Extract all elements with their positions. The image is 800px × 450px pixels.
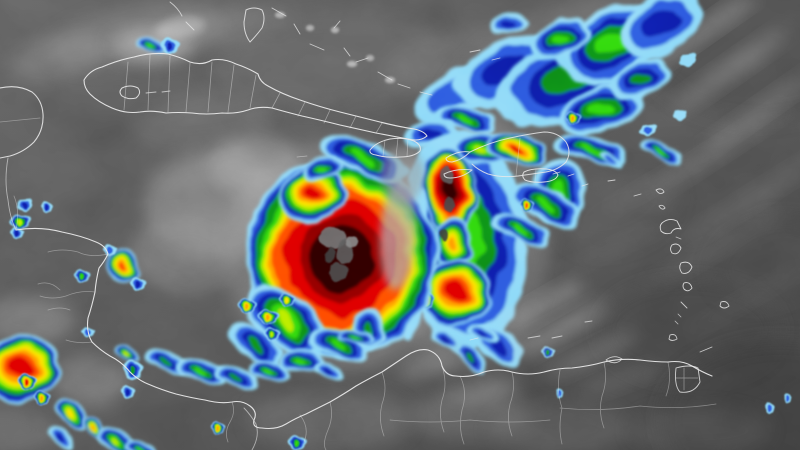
coastline	[169, 1, 501, 96]
coastline	[145, 90, 171, 94]
coastline	[445, 151, 471, 163]
coastline	[674, 313, 682, 325]
coastline	[675, 365, 701, 393]
coastline	[469, 320, 593, 341]
coastline	[670, 243, 682, 255]
coastline	[679, 261, 693, 274]
coastline	[5, 157, 17, 231]
coastline	[382, 137, 409, 158]
coastline	[515, 137, 521, 177]
coastline	[443, 169, 473, 179]
coastline-overlay-layer	[0, 1, 730, 450]
coastline	[675, 367, 699, 391]
coastline	[534, 168, 537, 183]
coastline	[655, 188, 665, 195]
coastline	[675, 236, 682, 240]
coastline	[682, 282, 693, 292]
coastline	[296, 155, 308, 158]
coastline	[243, 407, 258, 450]
coastline	[299, 361, 717, 450]
coastline	[0, 86, 44, 159]
coastline	[522, 168, 559, 183]
coastline	[119, 85, 141, 100]
coastline	[552, 171, 642, 197]
coastline	[83, 52, 428, 141]
coastline	[605, 356, 623, 364]
coastline	[699, 346, 713, 353]
coastline	[15, 227, 713, 430]
coastline	[658, 204, 666, 210]
coastline	[369, 137, 421, 158]
coastline	[659, 218, 682, 235]
coastline	[469, 131, 570, 178]
coastline	[243, 7, 265, 43]
coastline	[668, 334, 678, 341]
coastline	[13, 195, 234, 443]
coastline	[680, 301, 688, 309]
coastline	[719, 301, 730, 309]
coastline	[0, 117, 41, 123]
